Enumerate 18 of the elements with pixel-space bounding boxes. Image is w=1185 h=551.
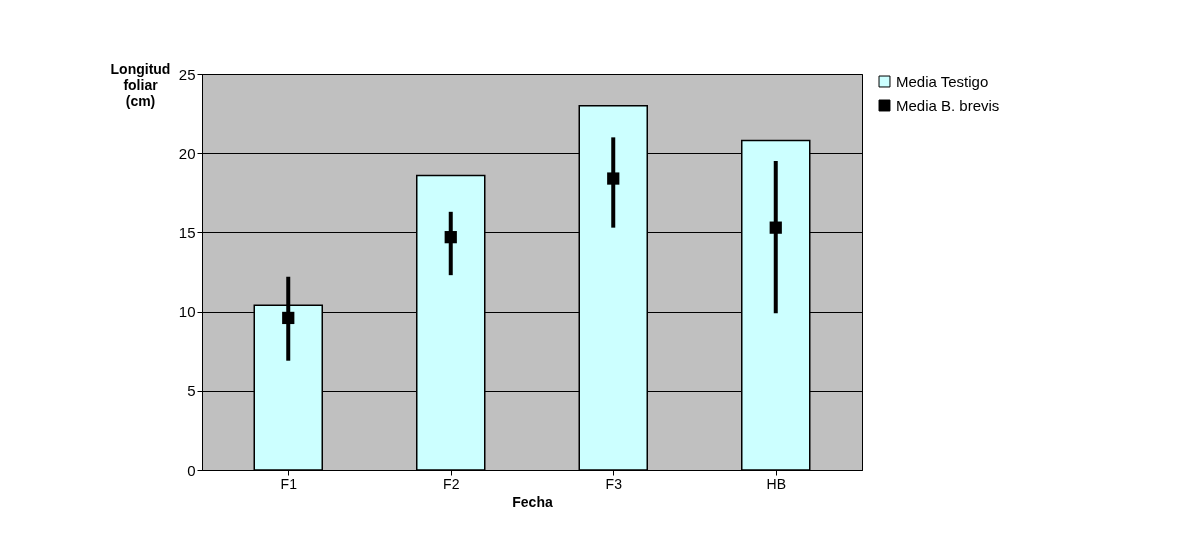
y-axis-title: Longitud foliar (cm) bbox=[110, 60, 171, 109]
point bbox=[282, 311, 295, 325]
y-tick-label: 15 bbox=[178, 223, 196, 241]
legend-label: Media Testigo bbox=[896, 72, 989, 90]
y-tick-label: 5 bbox=[187, 382, 196, 400]
point bbox=[444, 231, 457, 244]
y-tick-label: 20 bbox=[178, 144, 196, 162]
point bbox=[769, 221, 782, 234]
x-tick-label: F3 bbox=[605, 475, 623, 492]
x-tick-label: F1 bbox=[280, 475, 298, 492]
point bbox=[607, 172, 620, 185]
y-tick-label: 10 bbox=[178, 303, 196, 321]
x-tick-label: F2 bbox=[443, 475, 460, 492]
y-tick-label: 25 bbox=[178, 65, 196, 83]
y-tick-label: 0 bbox=[187, 461, 196, 479]
x-axis-title: Fecha bbox=[512, 493, 553, 510]
x-tick-label: HB bbox=[766, 475, 786, 492]
legend-label: Media B. brevis bbox=[896, 96, 1000, 114]
